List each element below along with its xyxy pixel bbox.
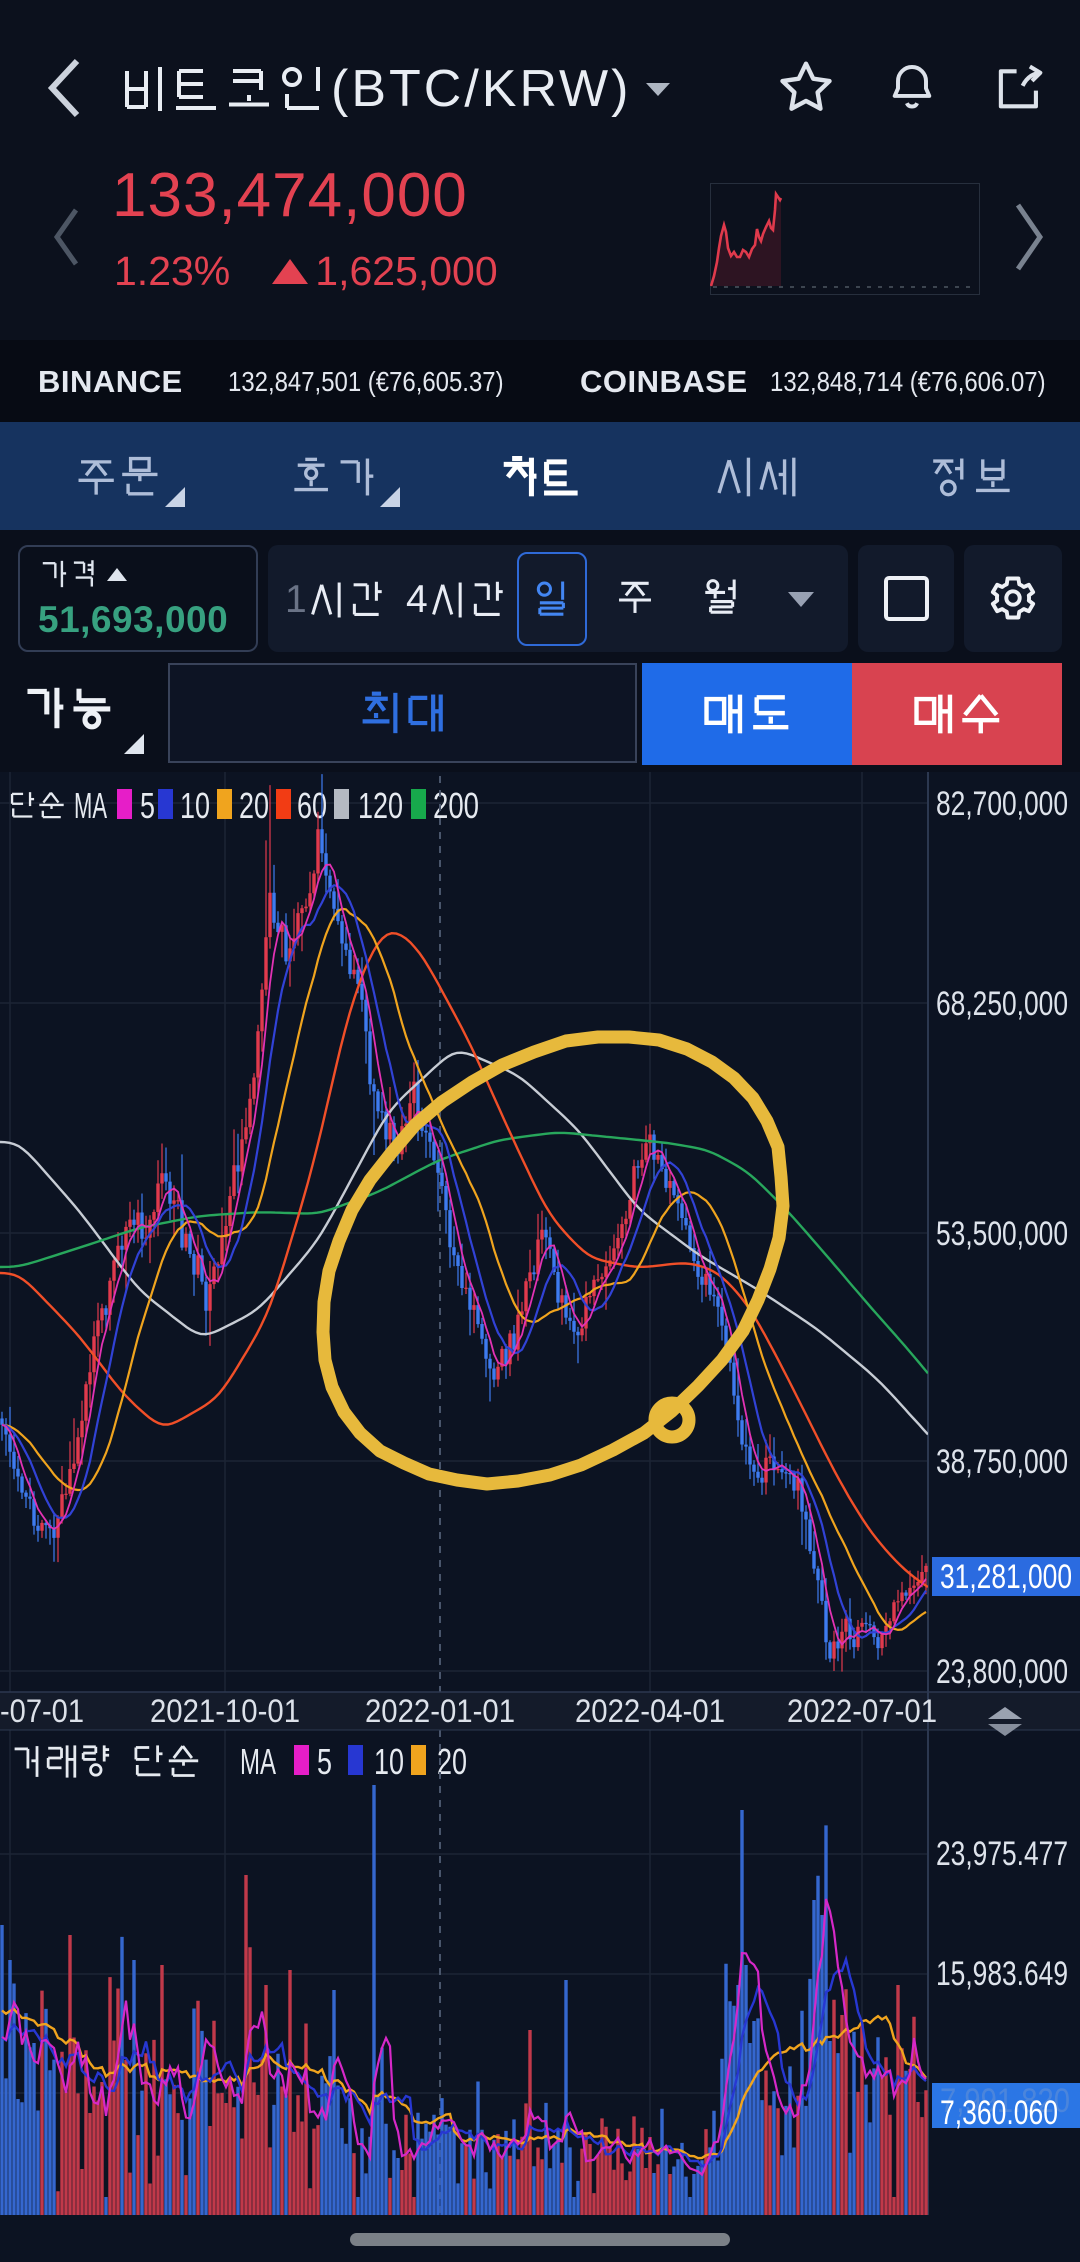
svg-text:53,500,000: 53,500,000	[936, 1215, 1068, 1253]
svg-text:5: 5	[140, 785, 155, 826]
svg-text:MA: MA	[240, 1741, 276, 1782]
svg-text:68,250,000: 68,250,000	[936, 985, 1068, 1023]
svg-text:5: 5	[317, 1741, 332, 1782]
svg-text:-07-01: -07-01	[0, 1693, 84, 1729]
svg-text:15,983.649: 15,983.649	[936, 1955, 1068, 1993]
svg-text:10: 10	[374, 1741, 404, 1782]
svg-text:82,700,000: 82,700,000	[936, 785, 1068, 823]
svg-text:20: 20	[239, 785, 269, 826]
svg-text:23,975.477: 23,975.477	[936, 1835, 1068, 1873]
svg-text:23,800,000: 23,800,000	[936, 1653, 1068, 1691]
svg-text:2021-10-01: 2021-10-01	[150, 1693, 300, 1729]
svg-text:10: 10	[180, 785, 210, 826]
svg-text:7,991.820: 7,991.820	[940, 2082, 1070, 2120]
svg-text:MA: MA	[74, 785, 107, 826]
svg-text:38,750,000: 38,750,000	[936, 1443, 1068, 1481]
svg-text:2022-01-01: 2022-01-01	[365, 1693, 515, 1729]
svg-text:31,281,000: 31,281,000	[940, 1558, 1072, 1596]
svg-text:2022-04-01: 2022-04-01	[575, 1693, 725, 1729]
svg-text:2022-07-01: 2022-07-01	[787, 1693, 937, 1729]
svg-text:120: 120	[358, 785, 403, 826]
svg-text:20: 20	[437, 1741, 467, 1782]
svg-text:7,360.060: 7,360.060	[940, 2094, 1058, 2132]
